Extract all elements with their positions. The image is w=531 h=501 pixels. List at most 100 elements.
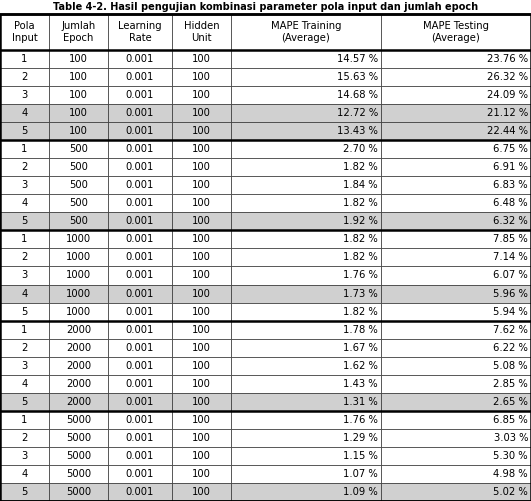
Bar bbox=[172, 393, 231, 411]
Text: Pola
Input: Pola Input bbox=[12, 21, 37, 43]
Bar bbox=[231, 375, 381, 393]
Text: MAPE Testing
(Average): MAPE Testing (Average) bbox=[423, 21, 489, 43]
Bar bbox=[381, 194, 531, 212]
Text: 5: 5 bbox=[21, 216, 28, 226]
Text: 5000: 5000 bbox=[66, 487, 91, 497]
Text: 5: 5 bbox=[21, 397, 28, 407]
Bar bbox=[49, 248, 108, 267]
Text: 500: 500 bbox=[69, 216, 88, 226]
Text: 22.44 %: 22.44 % bbox=[487, 126, 528, 136]
Bar bbox=[381, 375, 531, 393]
Text: 1.62 %: 1.62 % bbox=[343, 361, 378, 371]
Text: 100: 100 bbox=[192, 108, 211, 118]
Text: 14.68 %: 14.68 % bbox=[337, 90, 378, 100]
Text: 7.62 %: 7.62 % bbox=[493, 325, 528, 335]
Text: 2.70 %: 2.70 % bbox=[343, 144, 378, 154]
Bar bbox=[0, 339, 49, 357]
Bar bbox=[0, 248, 49, 267]
Bar bbox=[108, 465, 172, 483]
Bar bbox=[0, 357, 49, 375]
Text: 100: 100 bbox=[192, 162, 211, 172]
Bar bbox=[108, 375, 172, 393]
Bar bbox=[172, 14, 231, 50]
Bar bbox=[0, 411, 49, 429]
Bar bbox=[0, 303, 49, 321]
Bar bbox=[172, 230, 231, 248]
Bar bbox=[381, 122, 531, 140]
Bar bbox=[381, 68, 531, 86]
Text: 13.43 %: 13.43 % bbox=[337, 126, 378, 136]
Text: 100: 100 bbox=[192, 487, 211, 497]
Bar bbox=[381, 429, 531, 447]
Bar bbox=[0, 122, 49, 140]
Bar bbox=[0, 86, 49, 104]
Text: 0.001: 0.001 bbox=[126, 216, 154, 226]
Bar bbox=[49, 267, 108, 285]
Bar bbox=[0, 285, 49, 303]
Text: 0.001: 0.001 bbox=[126, 487, 154, 497]
Text: 100: 100 bbox=[192, 433, 211, 443]
Text: 100: 100 bbox=[192, 397, 211, 407]
Text: 3.03 %: 3.03 % bbox=[493, 433, 528, 443]
Text: 0.001: 0.001 bbox=[126, 289, 154, 299]
Text: 0.001: 0.001 bbox=[126, 234, 154, 244]
Bar bbox=[172, 176, 231, 194]
Bar bbox=[381, 321, 531, 339]
Text: 3: 3 bbox=[21, 271, 28, 281]
Bar bbox=[231, 465, 381, 483]
Bar bbox=[0, 50, 49, 68]
Text: 1.43 %: 1.43 % bbox=[344, 379, 378, 389]
Bar bbox=[49, 357, 108, 375]
Text: 100: 100 bbox=[69, 126, 88, 136]
Text: 4: 4 bbox=[21, 379, 28, 389]
Text: 1.73 %: 1.73 % bbox=[343, 289, 378, 299]
Bar bbox=[108, 122, 172, 140]
Text: 6.85 %: 6.85 % bbox=[493, 415, 528, 425]
Bar bbox=[172, 68, 231, 86]
Bar bbox=[231, 158, 381, 176]
Text: 1: 1 bbox=[21, 144, 28, 154]
Text: 4: 4 bbox=[21, 469, 28, 479]
Text: 14.57 %: 14.57 % bbox=[337, 54, 378, 64]
Bar bbox=[172, 194, 231, 212]
Bar bbox=[231, 14, 381, 50]
Bar bbox=[381, 465, 531, 483]
Text: 5: 5 bbox=[21, 126, 28, 136]
Bar bbox=[381, 230, 531, 248]
Bar bbox=[108, 339, 172, 357]
Text: 0.001: 0.001 bbox=[126, 144, 154, 154]
Text: 1.82 %: 1.82 % bbox=[343, 253, 378, 263]
Bar bbox=[231, 50, 381, 68]
Text: Table 4-2. Hasil pengujian kombinasi parameter pola input dan jumlah epoch: Table 4-2. Hasil pengujian kombinasi par… bbox=[53, 2, 478, 12]
Text: 1.92 %: 1.92 % bbox=[343, 216, 378, 226]
Bar bbox=[108, 104, 172, 122]
Text: 6.91 %: 6.91 % bbox=[493, 162, 528, 172]
Bar bbox=[381, 393, 531, 411]
Text: 4.98 %: 4.98 % bbox=[493, 469, 528, 479]
Text: 5.02 %: 5.02 % bbox=[493, 487, 528, 497]
Bar bbox=[381, 357, 531, 375]
Text: 5: 5 bbox=[21, 487, 28, 497]
Text: 2: 2 bbox=[21, 72, 28, 82]
Bar bbox=[49, 158, 108, 176]
Text: 5.96 %: 5.96 % bbox=[493, 289, 528, 299]
Bar bbox=[49, 285, 108, 303]
Bar bbox=[381, 267, 531, 285]
Text: 5000: 5000 bbox=[66, 451, 91, 461]
Text: 2: 2 bbox=[21, 253, 28, 263]
Text: 100: 100 bbox=[192, 253, 211, 263]
Text: 0.001: 0.001 bbox=[126, 108, 154, 118]
Bar bbox=[49, 465, 108, 483]
Text: 7.14 %: 7.14 % bbox=[493, 253, 528, 263]
Text: 500: 500 bbox=[69, 198, 88, 208]
Text: 24.09 %: 24.09 % bbox=[487, 90, 528, 100]
Text: 1000: 1000 bbox=[66, 253, 91, 263]
Text: 2: 2 bbox=[21, 433, 28, 443]
Bar bbox=[231, 230, 381, 248]
Text: 1.29 %: 1.29 % bbox=[343, 433, 378, 443]
Text: 0.001: 0.001 bbox=[126, 54, 154, 64]
Bar bbox=[49, 104, 108, 122]
Bar bbox=[231, 285, 381, 303]
Text: 5000: 5000 bbox=[66, 469, 91, 479]
Bar bbox=[381, 14, 531, 50]
